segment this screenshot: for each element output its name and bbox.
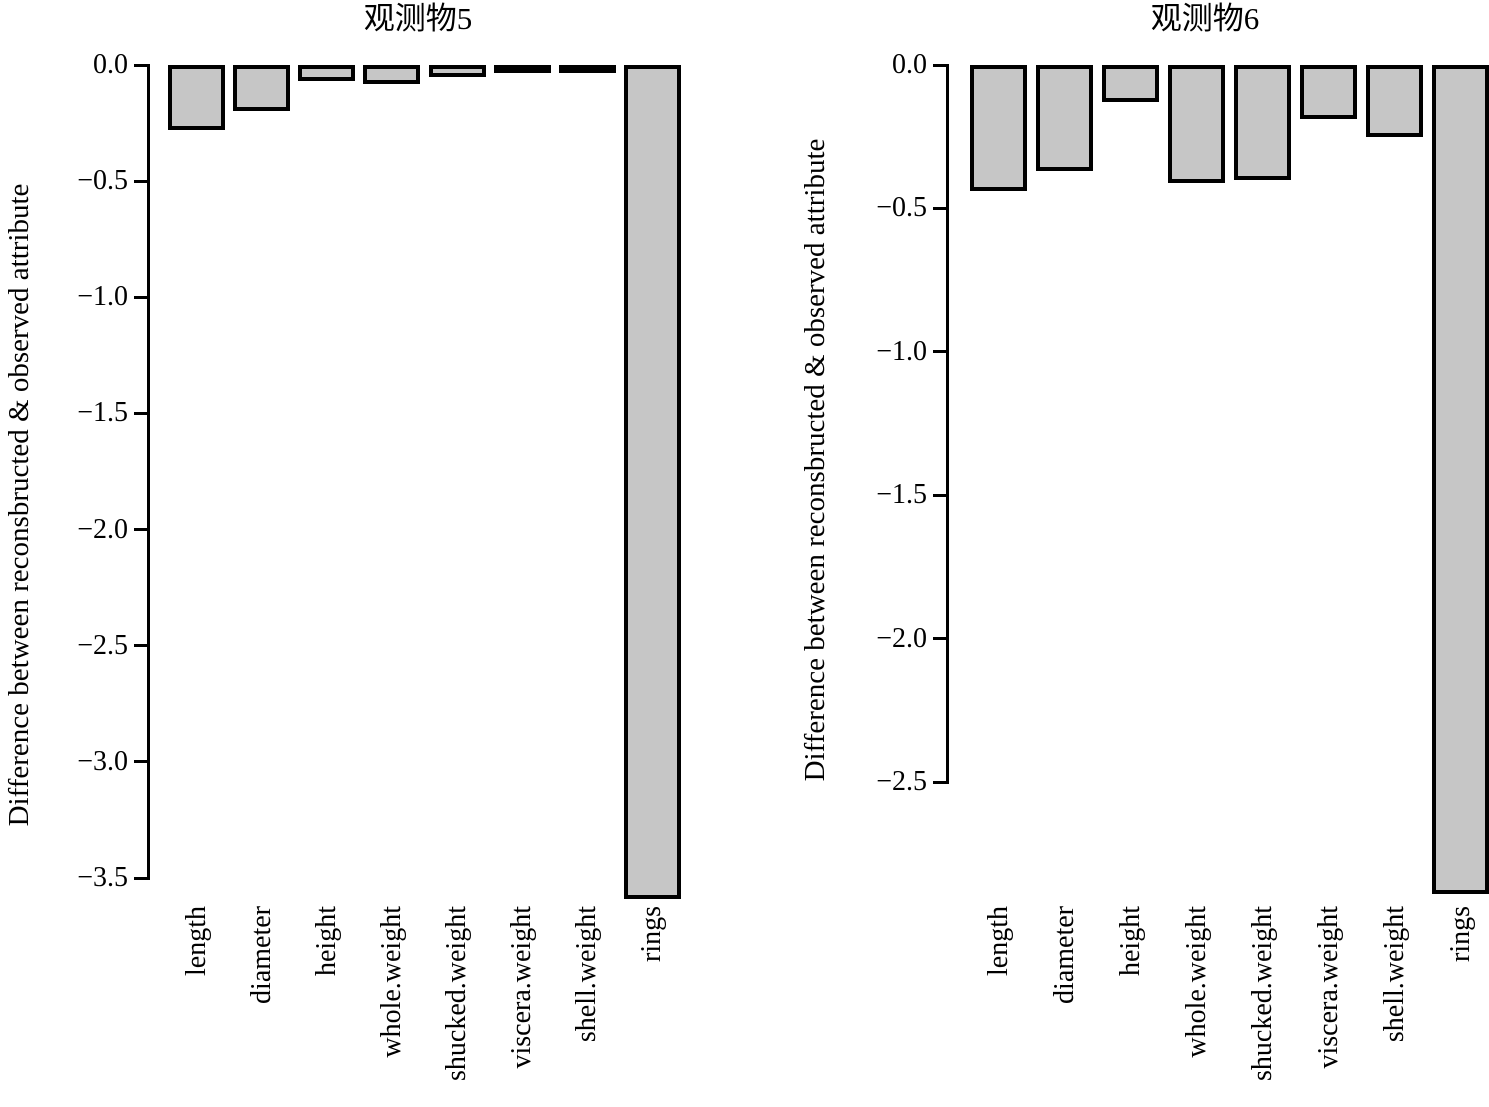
y-tick-label: −1.5 [876,479,927,511]
bar-shell.weight [558,65,616,74]
chart-title: 观测物6 [1150,1,1260,36]
y-tick-label: 0.0 [892,49,927,80]
y-tick-mark [932,63,946,67]
y-tick-mark [133,179,147,183]
bar-shucked.weight [428,65,486,77]
y-tick-label: −0.5 [876,192,927,224]
x-tick-label-text: shell.weight [1378,906,1410,1043]
y-tick-mark [133,63,147,67]
y-tick-mark [133,528,147,532]
y-tick-mark [932,206,946,210]
y-tick-mark [932,350,946,354]
y-tick-mark [932,493,946,497]
y-axis-line [945,63,949,784]
bar-whole.weight [363,65,421,84]
bar-viscera.weight [1300,65,1357,120]
x-tick-label-text: diameter [1048,906,1080,1004]
bar-shell.weight [1366,65,1423,137]
y-tick-label: −0.5 [77,165,128,197]
bar-rings [623,65,681,899]
y-tick-label: −1.0 [77,281,128,313]
y-tick-mark [133,760,147,764]
bar-whole.weight [1168,65,1225,183]
y-tick-label: −2.0 [876,622,927,654]
bar-height [1102,65,1159,103]
bar-diameter [1036,65,1093,172]
bar-length [168,65,225,131]
y-tick-label: −1.5 [77,397,128,429]
y-tick-label: −3.5 [77,862,128,894]
x-tick-label-text: viscera.weight [1312,906,1344,1069]
bar-height [298,65,356,82]
y-tick-mark [932,780,946,784]
y-tick-label: −2.5 [77,629,128,661]
y-tick-label: −1.0 [876,335,927,367]
y-axis-line [146,63,150,880]
y-tick-label: −2.5 [876,766,927,797]
y-tick-label: −2.0 [77,513,128,545]
y-tick-mark [932,637,946,641]
bar-diameter [233,65,291,112]
x-tick-label-text: rings [1444,906,1476,962]
y-tick-label: −3.0 [77,745,128,777]
x-tick-label-text: whole.weight [1180,906,1212,1058]
bar-viscera.weight [493,65,551,73]
chart-title: 观测物5 [363,1,473,36]
y-tick-mark [133,876,147,880]
bar-length [970,65,1027,192]
y-axis-label-text: Difference between reconsbructed & obser… [799,138,831,782]
x-tick-label-text: shucked.weight [1246,906,1278,1081]
x-tick-label-text: height [1114,906,1146,976]
bar-rings [1432,65,1489,894]
y-tick-mark [133,411,147,415]
x-tick-label-text: length [982,906,1014,976]
y-tick-label: 0.0 [93,49,128,80]
bar-shucked.weight [1234,65,1291,180]
y-tick-mark [133,644,147,648]
y-tick-mark [133,295,147,299]
